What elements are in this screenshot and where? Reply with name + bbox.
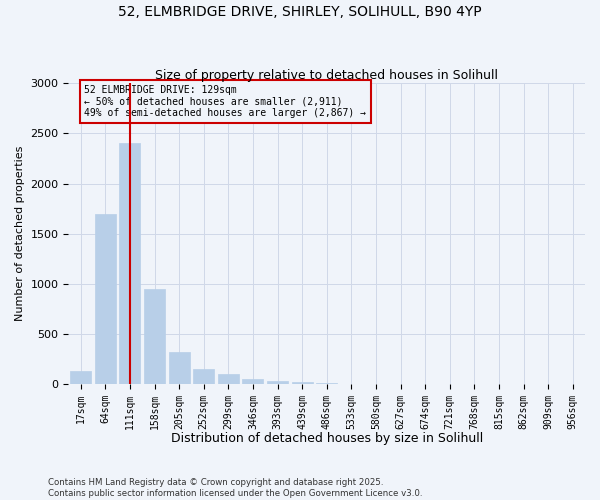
- Bar: [95, 214, 116, 384]
- Bar: [242, 378, 263, 384]
- X-axis label: Distribution of detached houses by size in Solihull: Distribution of detached houses by size …: [170, 432, 483, 445]
- Bar: [169, 352, 190, 384]
- Bar: [267, 381, 288, 384]
- Title: Size of property relative to detached houses in Solihull: Size of property relative to detached ho…: [155, 69, 498, 82]
- Text: 52, ELMBRIDGE DRIVE, SHIRLEY, SOLIHULL, B90 4YP: 52, ELMBRIDGE DRIVE, SHIRLEY, SOLIHULL, …: [118, 5, 482, 19]
- Bar: [193, 368, 214, 384]
- Y-axis label: Number of detached properties: Number of detached properties: [15, 146, 25, 322]
- Bar: [70, 371, 91, 384]
- Bar: [218, 374, 239, 384]
- Text: 52 ELMBRIDGE DRIVE: 129sqm
← 50% of detached houses are smaller (2,911)
49% of s: 52 ELMBRIDGE DRIVE: 129sqm ← 50% of deta…: [85, 84, 367, 118]
- Bar: [316, 383, 337, 384]
- Bar: [144, 289, 165, 384]
- Text: Contains HM Land Registry data © Crown copyright and database right 2025.
Contai: Contains HM Land Registry data © Crown c…: [48, 478, 422, 498]
- Bar: [292, 382, 313, 384]
- Bar: [119, 144, 140, 384]
